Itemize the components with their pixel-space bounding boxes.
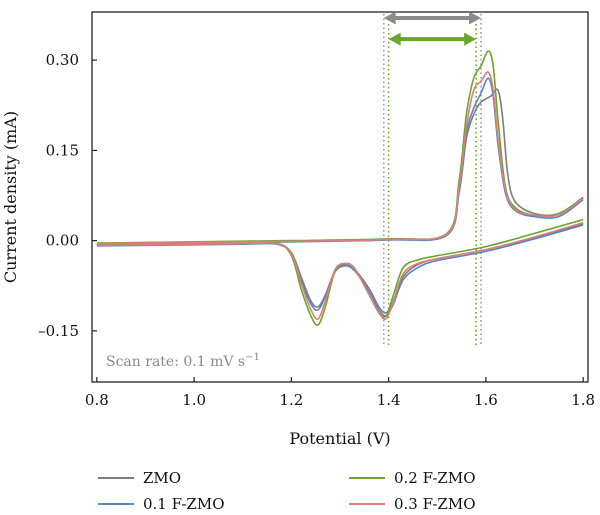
legend-item: ZMO xyxy=(98,469,181,487)
x-tick-label: 1.8 xyxy=(571,391,595,409)
series-lines xyxy=(96,50,584,326)
y-tick-label: 0.15 xyxy=(46,141,79,159)
series-line-0-1-f-zmo-cathodic xyxy=(96,224,584,317)
green-double-arrow xyxy=(388,32,477,46)
x-tick-label: 1.2 xyxy=(279,391,303,409)
legend-item: 0.1 F-ZMO xyxy=(98,495,225,513)
legend-item: 0.3 F-ZMO xyxy=(349,495,476,513)
series-line-zmo-cathodic xyxy=(96,223,584,314)
x-tick-label: 0.8 xyxy=(85,391,109,409)
series-line-0-1-f-zmo-anodic xyxy=(96,77,584,245)
legend-label: 0.2 F-ZMO xyxy=(394,469,476,487)
x-axis-title: Potential (V) xyxy=(289,429,390,448)
x-tick-label: 1.6 xyxy=(474,391,498,409)
x-tick-label: 1.4 xyxy=(377,391,401,409)
x-tick-label: 1.0 xyxy=(182,391,206,409)
scan-rate-annotation: Scan rate: 0.1 mV s−1 xyxy=(106,352,260,370)
series-line-0-2-f-zmo-anodic xyxy=(96,50,584,244)
y-axis-ticks: 0.30 0.15 0.00 –0.15 xyxy=(38,51,97,340)
legend-label: 0.3 F-ZMO xyxy=(394,495,476,513)
gray-double-arrow xyxy=(383,11,482,25)
y-axis-title: Current density (mA) xyxy=(1,111,20,283)
legend-item: 0.2 F-ZMO xyxy=(349,469,476,487)
series-line-0-2-f-zmo-cathodic xyxy=(96,218,584,326)
plot-frame xyxy=(91,11,589,383)
series-line-zmo-anodic xyxy=(96,88,584,245)
legend: ZMO 0.1 F-ZMO 0.2 F-ZMO 0.3 F-ZMO xyxy=(98,469,476,513)
series-line-0-3-f-zmo-cathodic xyxy=(96,221,584,321)
y-tick-label: –0.15 xyxy=(38,322,79,340)
potential-markers xyxy=(382,11,482,347)
y-tick-label: 0.00 xyxy=(46,232,79,250)
y-tick-label: 0.30 xyxy=(46,51,79,69)
series-line-0-3-f-zmo-anodic xyxy=(96,71,584,245)
legend-label: 0.1 F-ZMO xyxy=(143,495,225,513)
legend-label: ZMO xyxy=(143,469,181,487)
x-axis-ticks: 0.8 1.0 1.2 1.4 1.6 1.8 xyxy=(85,377,595,409)
